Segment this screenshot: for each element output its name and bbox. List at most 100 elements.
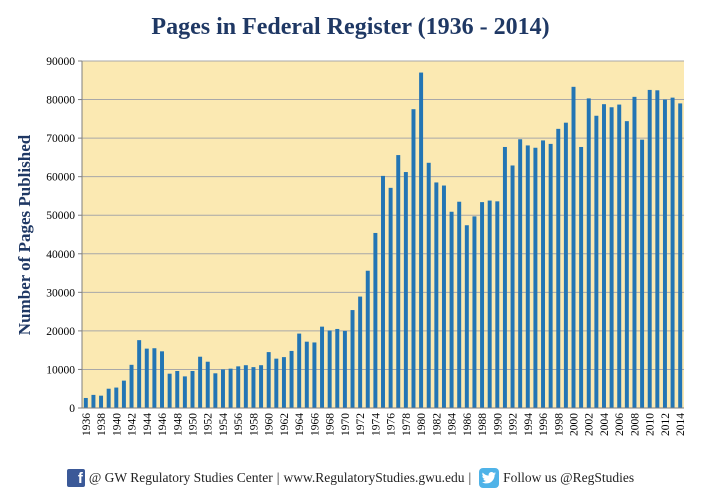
bar-1996 <box>541 140 546 408</box>
bar-2002 <box>586 98 591 408</box>
y-tick-label: 70000 <box>46 133 75 145</box>
bar-1974 <box>373 232 378 408</box>
chart-title: Pages in Federal Register (1936 - 2014) <box>151 14 550 40</box>
x-tick-label: 2010 <box>645 413 657 436</box>
x-tick-label: 2008 <box>629 413 641 436</box>
bar-2009 <box>640 139 645 409</box>
bar-2014 <box>678 103 683 409</box>
x-tick-label: 1992 <box>508 413 520 436</box>
bar-1965 <box>304 341 309 408</box>
bar-2003 <box>594 115 599 408</box>
bar-2010 <box>647 89 652 409</box>
y-tick-label: 60000 <box>46 172 75 184</box>
bar-1948 <box>175 370 180 408</box>
bar-1947 <box>167 373 172 408</box>
bar-1980 <box>419 72 424 409</box>
bar-1967 <box>320 326 325 408</box>
x-tick-label: 1994 <box>523 413 535 436</box>
x-tick-label: 1998 <box>553 413 565 436</box>
x-tick-label: 1946 <box>157 413 169 436</box>
y-tick-label: 20000 <box>46 326 75 338</box>
bar-1956 <box>236 366 241 408</box>
y-tick-label: 50000 <box>46 210 75 222</box>
x-tick-label: 1960 <box>264 413 276 436</box>
x-tick-label: 1958 <box>248 413 260 436</box>
bar-1977 <box>396 155 401 408</box>
x-tick-label: 1996 <box>538 413 550 436</box>
x-tick-label: 1956 <box>233 413 245 436</box>
y-tick-label: 90000 <box>46 56 75 68</box>
bar-2005 <box>609 107 614 409</box>
twitter-icon[interactable] <box>479 468 500 488</box>
x-tick-label: 1976 <box>386 413 398 436</box>
bar-1991 <box>502 146 507 408</box>
bar-1966 <box>312 342 317 408</box>
bar-1936 <box>83 397 88 408</box>
bar-1997 <box>548 143 553 408</box>
bar-1960 <box>266 352 271 408</box>
bar-1944 <box>144 348 149 408</box>
x-tick-label: 1942 <box>127 413 139 436</box>
facebook-icon[interactable]: f <box>66 469 85 487</box>
bar-1937 <box>91 394 96 408</box>
x-tick-label: 2002 <box>584 413 596 436</box>
bar-1995 <box>533 147 538 408</box>
x-tick-label: 1968 <box>325 413 337 436</box>
bar-1946 <box>160 351 164 408</box>
bar-1981 <box>426 162 431 408</box>
bar-1983 <box>441 185 446 408</box>
x-tick-label: 1974 <box>370 413 382 436</box>
bar-1940 <box>114 387 119 408</box>
x-tick-label: 1990 <box>492 413 504 436</box>
bar-1955 <box>228 368 233 408</box>
bar-1958 <box>251 367 256 408</box>
bar-1976 <box>388 187 393 408</box>
bar-1957 <box>243 365 248 408</box>
bar-1987 <box>472 216 477 408</box>
footer: f @ GW Regulatory Studies Center | www.R… <box>0 466 701 490</box>
bar-1985 <box>457 201 462 408</box>
bar-1963 <box>289 350 294 408</box>
x-tick-label: 2014 <box>675 413 687 436</box>
footer-separator-2: | <box>468 470 472 485</box>
y-tick-label: 80000 <box>46 95 75 107</box>
bar-1953 <box>213 373 218 408</box>
bar-1949 <box>182 376 187 408</box>
bar-1952 <box>205 361 210 408</box>
bar-2008 <box>632 96 637 409</box>
footer-url[interactable]: www.RegulatoryStudies.gwu.edu <box>283 470 465 485</box>
bar-1968 <box>327 330 332 408</box>
bar-1945 <box>152 348 157 408</box>
bar-1986 <box>464 225 469 408</box>
y-tick-label: 10000 <box>46 364 75 376</box>
x-tick-label: 1984 <box>447 413 459 436</box>
bar-1978 <box>403 172 408 408</box>
x-tick-label: 1964 <box>294 413 306 436</box>
x-tick-label: 1978 <box>401 413 413 436</box>
bar-2004 <box>602 104 606 408</box>
bar-1969 <box>335 328 340 408</box>
x-tick-label: 2004 <box>599 413 611 436</box>
bar-1962 <box>281 357 286 408</box>
bar-1999 <box>563 122 568 408</box>
bar-1938 <box>99 395 104 408</box>
bar-1982 <box>434 182 439 408</box>
bar-1972 <box>358 296 363 408</box>
bar-2000 <box>571 86 576 409</box>
x-tick-label: 1986 <box>462 413 474 436</box>
bar-1971 <box>350 310 355 408</box>
bar-2013 <box>670 97 675 408</box>
x-tick-label: 1954 <box>218 413 230 436</box>
bar-1975 <box>381 175 385 408</box>
x-tick-label: 1948 <box>172 413 184 436</box>
bar-1964 <box>297 333 302 408</box>
y-tick-label: 40000 <box>46 249 75 261</box>
bar-1994 <box>525 145 530 409</box>
x-tick-label: 1982 <box>431 413 443 436</box>
x-tick-label: 1940 <box>111 413 123 436</box>
footer-separator: | <box>276 470 280 485</box>
bar-1943 <box>137 340 142 408</box>
x-tick-label: 1988 <box>477 413 489 436</box>
x-tick-label: 2006 <box>614 413 626 436</box>
